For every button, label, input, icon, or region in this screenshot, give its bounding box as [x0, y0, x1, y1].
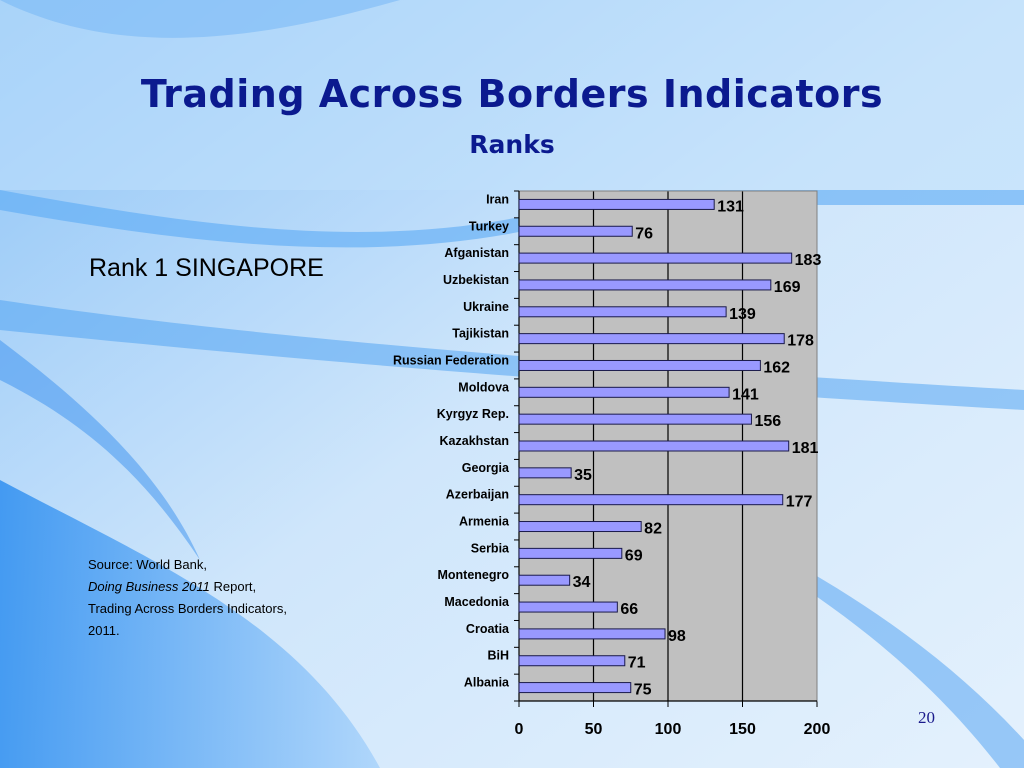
data-label: 131: [717, 198, 744, 215]
data-label: 141: [732, 386, 759, 403]
category-label: Azerbaijan: [446, 488, 509, 502]
category-label: Serbia: [471, 541, 510, 555]
category-label: Kazakhstan: [440, 434, 509, 448]
bar-tajikistan: [518, 333, 785, 345]
bar-kyrgyz-rep: [518, 413, 752, 425]
source-line-2-rest: Report,: [209, 579, 257, 594]
category-label: Macedonia: [444, 595, 510, 609]
data-label: 66: [620, 601, 638, 618]
category-label: Moldova: [458, 380, 510, 394]
bar-georgia: [518, 467, 572, 479]
category-label: Turkey: [469, 219, 509, 233]
bar-kazakhstan: [518, 440, 790, 452]
x-tick-label: 0: [515, 721, 524, 738]
source-note: Source: World Bank, Doing Business 2011 …: [88, 554, 287, 642]
bar-armenia: [518, 521, 642, 533]
slide-title: Trading Across Borders Indicators: [140, 72, 884, 116]
data-label: 169: [774, 279, 801, 296]
data-label: 69: [625, 547, 643, 564]
data-label: 162: [763, 359, 790, 376]
bar-macedonia: [518, 601, 618, 613]
data-label: 156: [754, 413, 781, 430]
x-tick-label: 200: [804, 721, 831, 738]
data-label: 35: [574, 467, 592, 484]
bar-albania: [518, 682, 632, 694]
category-label: Georgia: [462, 461, 510, 475]
bar-azerbaijan: [518, 494, 784, 506]
data-label: 76: [635, 225, 653, 242]
page-number: 20: [918, 708, 935, 727]
source-line-4: 2011.: [88, 623, 120, 638]
category-label: Montenegro: [437, 568, 509, 582]
data-label: 183: [795, 252, 822, 269]
data-label: 139: [729, 306, 756, 323]
bar-uzbekistan: [518, 279, 772, 291]
source-line-1: Source: World Bank,: [88, 557, 207, 572]
category-label: Iran: [486, 192, 509, 206]
bar-serbia: [518, 547, 623, 559]
category-label: Armenia: [459, 515, 510, 529]
category-label: BiH: [487, 649, 509, 663]
category-label: Croatia: [466, 622, 510, 636]
source-line-3: Trading Across Borders Indicators,: [88, 601, 287, 616]
data-label: 178: [787, 333, 814, 350]
x-tick-label: 100: [655, 721, 682, 738]
bar-montenegro: [518, 574, 571, 586]
source-line-2: Doing Business 2011 Report,: [88, 576, 287, 598]
data-label: 75: [634, 682, 652, 699]
data-label: 34: [573, 574, 591, 591]
data-label: 71: [628, 655, 646, 672]
category-label: Russian Federation: [393, 353, 509, 367]
category-label: Kyrgyz Rep.: [437, 407, 509, 421]
data-label: 177: [786, 494, 813, 511]
x-tick-label: 150: [729, 721, 756, 738]
bar-iran: [518, 198, 715, 210]
rank-note: Rank 1 SINGAPORE: [89, 254, 324, 282]
bar-ukraine: [518, 306, 727, 318]
category-label: Ukraine: [463, 300, 509, 314]
category-label: Afganistan: [444, 246, 509, 260]
category-label: Uzbekistan: [443, 273, 509, 287]
bar-bih: [518, 655, 626, 667]
bar-russian-federation: [518, 359, 761, 371]
x-tick-label: 50: [585, 721, 603, 738]
data-label: 82: [644, 521, 662, 538]
bar-afganistan: [518, 252, 793, 264]
source-report-title: Doing Business 2011: [88, 579, 210, 594]
category-label: Tajikistan: [452, 327, 509, 341]
bar-turkey: [518, 225, 633, 237]
data-label: 98: [668, 628, 686, 645]
category-label: Albania: [464, 676, 510, 690]
bar-croatia: [518, 628, 666, 640]
bar-moldova: [518, 386, 730, 398]
slide-subtitle: Ranks: [469, 130, 555, 159]
data-label: 181: [792, 440, 819, 457]
